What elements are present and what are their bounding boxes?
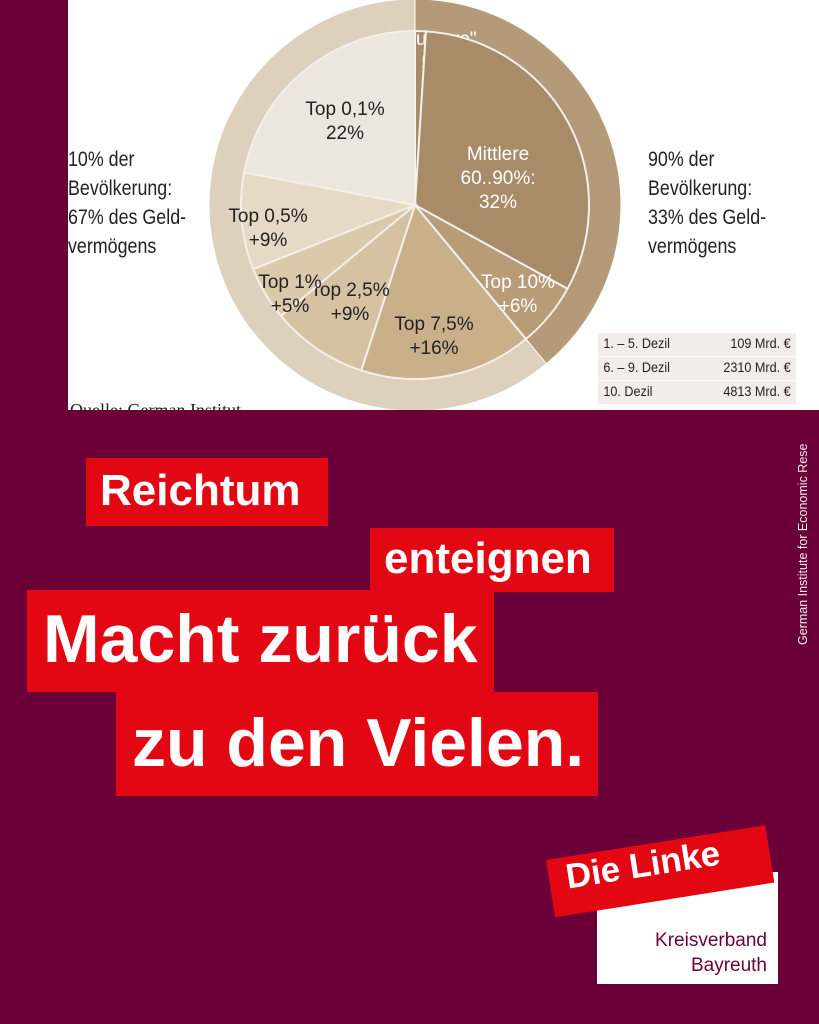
right-annotation-line: 90% der: [648, 148, 715, 171]
pie-slice: [359, 202, 528, 380]
right-annotation-line: 33% des Geld-: [648, 206, 767, 229]
headline-line-3: Macht zurück: [27, 590, 494, 692]
headline-line-1: Reichtum: [86, 458, 329, 526]
table-cell: 4813 Mrd. €: [723, 383, 791, 399]
decile-table: 1. – 5. Dezil 109 Mrd. € 6. – 9. Dezil 231…: [598, 333, 796, 405]
right-annotation-line: vermögens: [648, 235, 737, 258]
pie-slice: [242, 29, 416, 207]
right-annotation-line: Bevölkerung:: [648, 177, 753, 200]
image-credit: German Institute for Economic Rese: [796, 443, 810, 645]
table-cell: 10. Dezil: [603, 383, 653, 399]
left-annotation-line: 67% des Geld-: [68, 206, 187, 229]
slice-label: Top 2,5% +9%: [310, 280, 389, 325]
table-row: 1. – 5. Dezil 109 Mrd. €: [598, 333, 796, 357]
left-annotation-line: 10% der: [68, 148, 135, 171]
slice-label: Top 7,5% +16%: [394, 314, 473, 359]
slice-label: Top 10% +6%: [481, 272, 555, 317]
logo-subtitle-line: Bayreuth: [690, 955, 767, 976]
headline-line-4: zu den Vielen.: [116, 692, 599, 796]
table-cell: 1. – 5. Dezil: [603, 335, 670, 351]
slice-label: Top 1% +5%: [258, 272, 321, 317]
left-annotation: 10% der Bevölkerung: 67% des Geld- vermö…: [68, 145, 186, 261]
pie-slice: [279, 202, 418, 372]
logo-subtitle: Kreisverband Bayreuth: [655, 928, 767, 978]
slice-label: Top 0,1% 22%: [305, 99, 384, 144]
table-row: 6. – 9. Dezil 2310 Mrd. €: [598, 357, 796, 381]
slice-label: Mittlere 60..90%: 32%: [461, 144, 536, 213]
right-annotation: 90% der Bevölkerung: 33% des Geld- vermö…: [648, 145, 766, 261]
logo-subtitle-line: Kreisverband: [655, 930, 767, 951]
left-annotation-line: vermögens: [68, 235, 157, 258]
table-cell: 109 Mrd. €: [730, 335, 791, 351]
left-annotation-line: Bevölkerung:: [68, 177, 173, 200]
headline-line-2: enteignen: [370, 528, 614, 592]
table-row: 10. Dezil 4813 Mrd. €: [598, 381, 796, 405]
pie-slice: [240, 171, 419, 271]
source-note: Quelle: German Institut: [70, 400, 241, 410]
table-cell: 2310 Mrd. €: [723, 359, 791, 375]
table-cell: 6. – 9. Dezil: [603, 359, 670, 375]
pie-slice: [413, 30, 590, 291]
slice-label: Top 0,5% +9%: [228, 206, 307, 251]
